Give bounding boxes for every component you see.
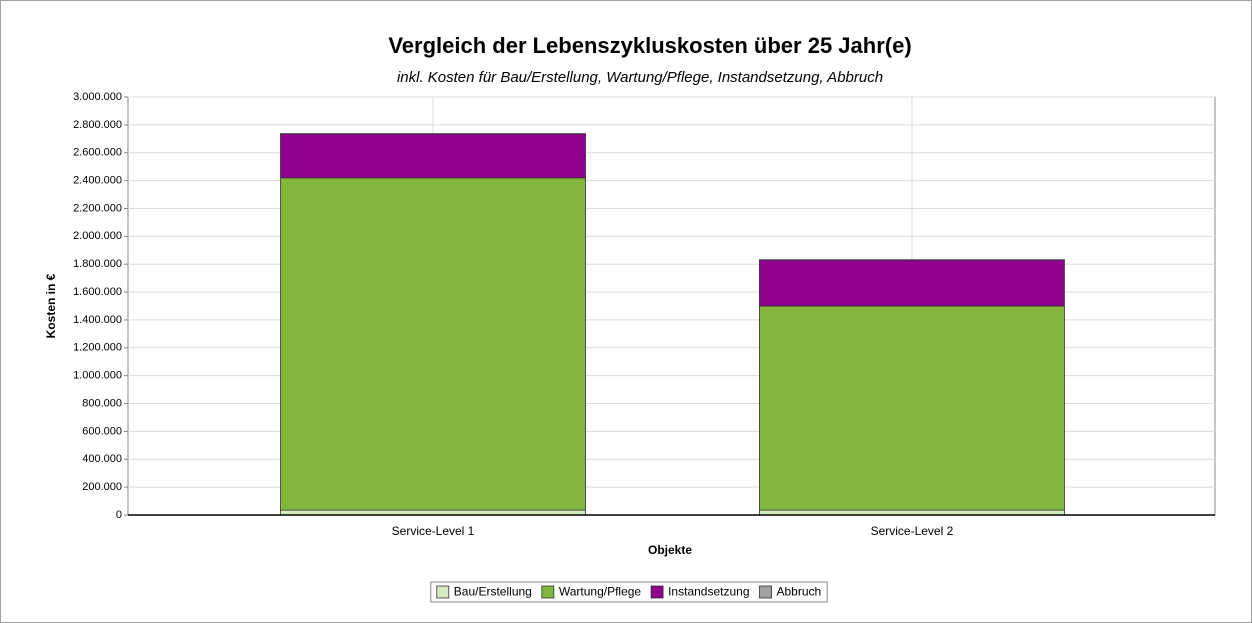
bar-segment xyxy=(280,177,586,511)
y-tick-label: 1.200.000 xyxy=(73,342,122,354)
x-axis-label: Objekte xyxy=(648,543,692,557)
y-tick-label: 2.600.000 xyxy=(73,147,122,159)
y-tick-label: 1.000.000 xyxy=(73,370,122,382)
legend-label: Bau/Erstellung xyxy=(454,585,532,599)
y-tick-label: 2.200.000 xyxy=(73,202,122,214)
x-tick-label: Service-Level 2 xyxy=(871,524,954,538)
legend-label: Abbruch xyxy=(777,585,822,599)
y-tick-label: 1.600.000 xyxy=(73,286,122,298)
legend-label: Instandsetzung xyxy=(668,585,749,599)
y-tick-label: 0 xyxy=(116,509,122,521)
y-tick-label: 200.000 xyxy=(82,481,122,493)
y-tick-label: 2.400.000 xyxy=(73,175,122,187)
y-tick-label: 3.000.000 xyxy=(73,91,122,103)
y-axis-label: Kosten in € xyxy=(44,273,58,338)
legend-label: Wartung/Pflege xyxy=(559,585,642,599)
legend-swatch xyxy=(759,585,772,599)
y-tick-label: 2.800.000 xyxy=(73,119,122,131)
legend-swatch xyxy=(650,585,664,599)
legend-box xyxy=(430,581,828,603)
legend-swatch xyxy=(436,585,450,599)
x-tick-label: Service-Level 1 xyxy=(392,524,475,538)
bar-segment xyxy=(759,305,1065,511)
bar-segment xyxy=(280,133,586,179)
y-tick-label: 800.000 xyxy=(82,397,122,409)
legend: Bau/Erstellung Wartung/Pflege Instandsetzu… xyxy=(430,581,828,603)
y-tick-label: 1.400.000 xyxy=(73,314,122,326)
chart-title: Vergleich der Lebenszykluskosten über 25… xyxy=(388,33,911,58)
y-tick-label: 2.000.000 xyxy=(73,230,122,242)
legend-swatch xyxy=(541,585,555,599)
y-tick-label: 1.800.000 xyxy=(73,258,122,270)
y-tick-label: 600.000 xyxy=(82,425,122,437)
chart-subtitle: inkl. Kosten für Bau/Erstellung, Wartung… xyxy=(397,69,883,86)
bar-segment xyxy=(759,259,1065,307)
y-tick-label: 400.000 xyxy=(82,453,122,465)
